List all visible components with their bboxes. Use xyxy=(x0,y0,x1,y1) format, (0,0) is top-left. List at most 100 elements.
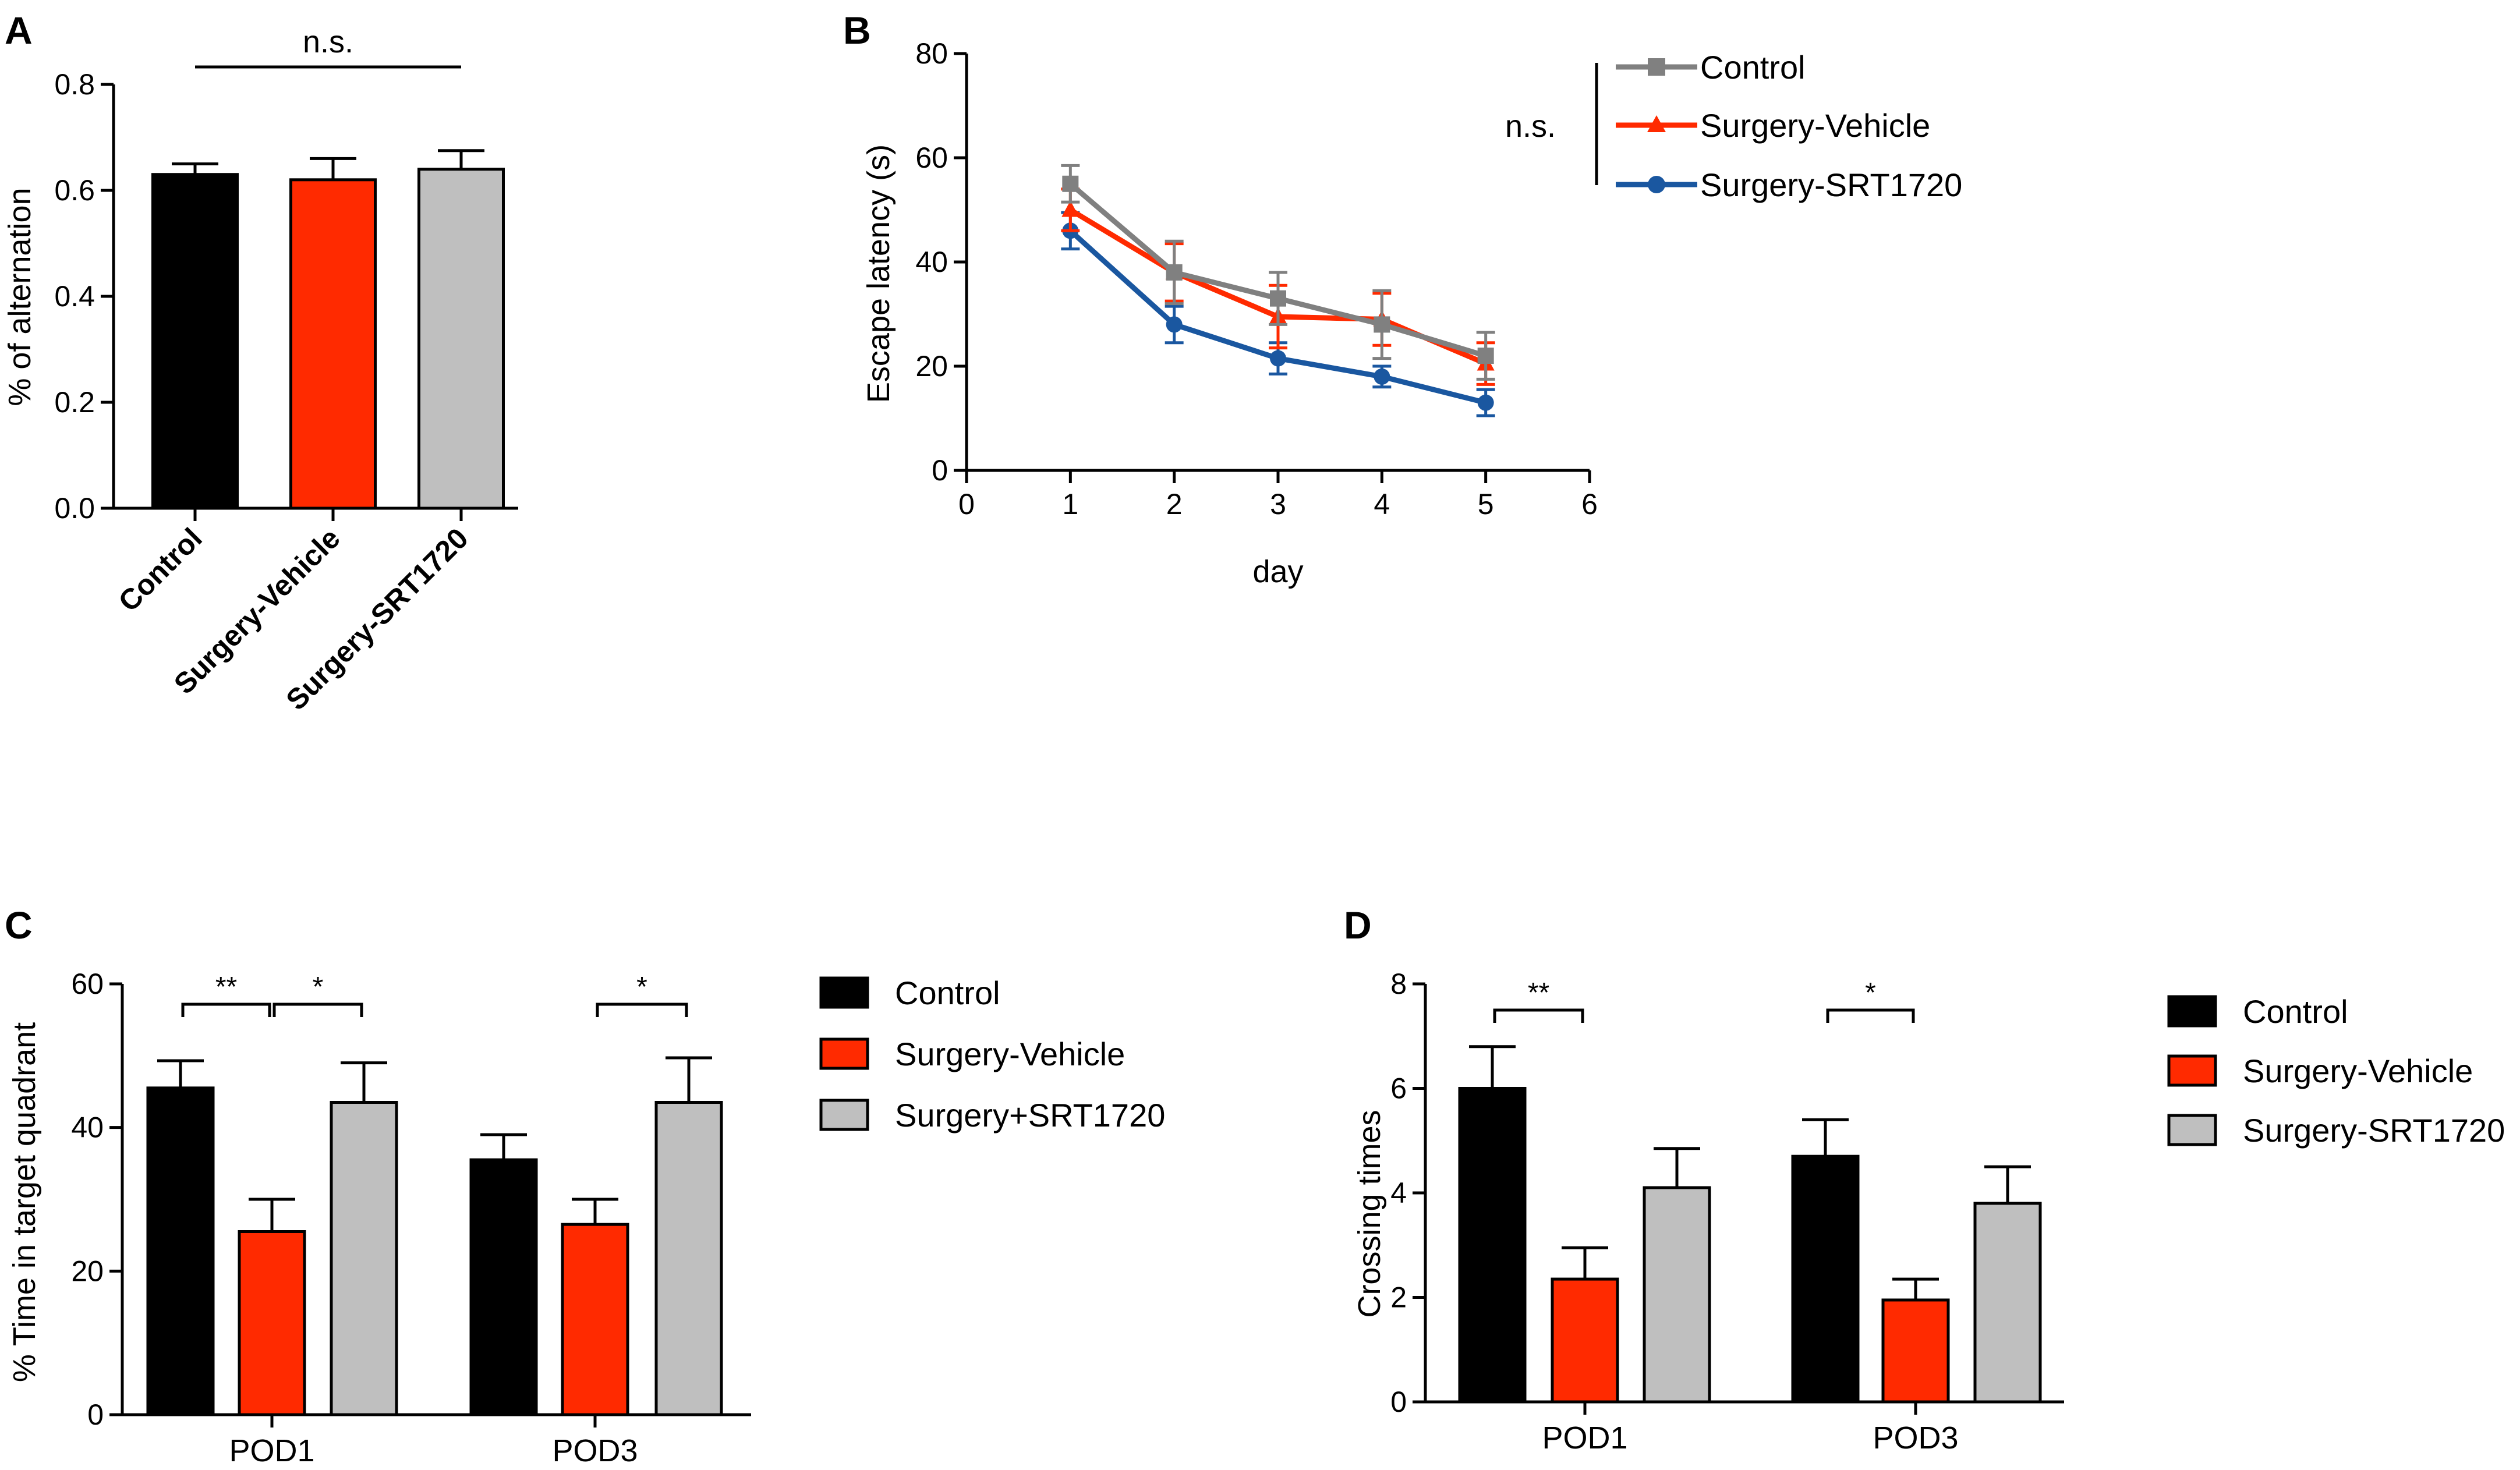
panel-letter-d: D xyxy=(1344,904,1372,947)
panel-b-x-tick-label: 6 xyxy=(1581,488,1598,520)
panel-c-significance-label: ** xyxy=(215,972,237,1003)
panel-d-significance-bracket xyxy=(1493,1008,1584,1023)
panel-a-ns-label: n.s. xyxy=(303,24,353,59)
panel-b-legend-marker xyxy=(1648,176,1665,193)
panel-d-bar xyxy=(1458,1087,1527,1404)
panel-c-category-label: POD3 xyxy=(552,1433,638,1468)
panel-c-significance-bracket xyxy=(596,1003,688,1017)
panel-d-legend-label: Surgery-SRT1720 xyxy=(2243,1112,2505,1149)
panel-a-bar xyxy=(151,173,239,510)
panel-b-legend-label: Surgery-Vehicle xyxy=(1700,107,1930,144)
panel-d-bar xyxy=(1643,1186,1711,1404)
panel-d-bar xyxy=(1551,1277,1619,1404)
panel-b-legend-label: Control xyxy=(1700,49,1806,86)
panel-b-x-tick-label: 1 xyxy=(1062,488,1078,520)
panel-c-legend-label: Surgery-Vehicle xyxy=(895,1036,1125,1072)
panel-b-marker xyxy=(1477,394,1494,411)
panel-b-x-tick-label: 5 xyxy=(1478,488,1494,520)
panel-b-x-tick-label: 2 xyxy=(1166,488,1183,520)
panel-d-y-tick-label: 4 xyxy=(1390,1177,1407,1209)
panel-letter-c: C xyxy=(5,904,33,947)
panel-b-marker xyxy=(1270,290,1286,307)
panel-b-marker xyxy=(1166,316,1183,333)
panel-d-y-tick-label: 2 xyxy=(1390,1281,1407,1314)
panel-d-significance-label: ** xyxy=(1528,977,1549,1008)
panel-c-legend-swatch xyxy=(819,1037,869,1070)
panel-d-bar xyxy=(1791,1154,1860,1404)
panel-c-legend-label: Surgery+SRT1720 xyxy=(895,1097,1165,1134)
panel-d-significance-label: * xyxy=(1865,977,1876,1008)
panel-d-legend-swatch xyxy=(2167,1114,2217,1146)
panel-a-category-label: Control xyxy=(112,522,208,618)
panel-a-chart: % of alternation 0.00.20.40.60.8ControlS… xyxy=(2,24,518,717)
panel-d-bar xyxy=(1973,1202,2042,1404)
panel-b-x-tick-label: 0 xyxy=(958,488,975,520)
panel-c-significance-bracket xyxy=(272,1003,363,1017)
panel-d-ylabel: Crossing times xyxy=(1352,1110,1387,1317)
panel-b-x-tick-label: 4 xyxy=(1374,488,1390,520)
panel-b-legend-marker xyxy=(1647,115,1666,132)
panel-b-ns-label: n.s. xyxy=(1505,109,1556,144)
panel-c-legend-swatch xyxy=(819,976,869,1009)
panel-c-ylabel: % Time in target quadrant xyxy=(7,1022,42,1382)
panel-a-bar xyxy=(289,178,377,510)
panel-b-marker xyxy=(1166,264,1183,281)
panel-b-marker xyxy=(1062,175,1079,192)
panel-b-marker xyxy=(1374,368,1390,385)
panel-d-legend-swatch xyxy=(2167,995,2217,1028)
panel-a-y-tick-label: 0.0 xyxy=(54,492,95,525)
panel-b-y-tick-label: 80 xyxy=(915,37,948,70)
panel-b-chart: Escape latency (s) day n.s. 0 20 40 60 80 0 1 2… xyxy=(861,37,1962,589)
panel-d-y-tick-label: 6 xyxy=(1390,1072,1407,1105)
panel-c-chart: % Time in target quadrant 0 20 40 60 POD1 POD… xyxy=(7,968,1165,1468)
panel-b-ylabel: Escape latency (s) xyxy=(861,144,896,403)
panel-a-bar xyxy=(417,168,505,510)
panel-c-y-tick-label: 60 xyxy=(71,968,104,1000)
panel-d-category-label: POD3 xyxy=(1873,1421,1958,1455)
panel-c-legend-label: Control xyxy=(895,975,1000,1011)
panel-letter-b: B xyxy=(843,9,871,52)
panel-b-legend-marker xyxy=(1648,58,1665,76)
panel-c-significance-bracket xyxy=(181,1003,271,1017)
panel-b-y-tick-label: 0 xyxy=(932,454,948,487)
panel-c-bar xyxy=(561,1223,629,1416)
panel-a-y-tick-label: 0.6 xyxy=(54,174,95,207)
panel-b-y-tick-label: 20 xyxy=(915,350,948,382)
panel-c-bar xyxy=(238,1230,306,1416)
panel-c-category-label: POD1 xyxy=(229,1433,314,1468)
panel-c-bar xyxy=(146,1086,215,1416)
panel-a-y-tick-label: 0.2 xyxy=(54,386,95,419)
panel-d-bar xyxy=(1881,1298,1950,1404)
panel-d-category-label: POD1 xyxy=(1542,1421,1627,1455)
panel-c-y-tick-label: 0 xyxy=(87,1398,104,1431)
panel-d-legend-label: Surgery-Vehicle xyxy=(2243,1053,2473,1089)
panel-c-bar xyxy=(654,1101,723,1416)
panel-a-ylabel: % of alternation xyxy=(2,187,37,406)
panel-b-y-tick-label: 40 xyxy=(915,246,948,278)
panel-b-x-tick-label: 3 xyxy=(1270,488,1286,520)
panel-c-legend-swatch xyxy=(819,1099,869,1131)
panel-b-y-tick-label: 60 xyxy=(915,141,948,174)
panel-b-marker xyxy=(1374,316,1390,333)
panel-d-significance-bracket xyxy=(1826,1008,1915,1023)
panel-b-marker xyxy=(1477,348,1494,364)
panel-d-legend-label: Control xyxy=(2243,993,2348,1030)
panel-c-significance-label: * xyxy=(636,972,647,1003)
panel-a-y-tick-label: 0.4 xyxy=(54,280,95,313)
panel-letter-a: A xyxy=(5,9,33,52)
panel-d-legend-swatch xyxy=(2167,1054,2217,1087)
panel-c-bar xyxy=(330,1101,398,1416)
panel-c-bar xyxy=(469,1158,538,1416)
panel-d-y-tick-label: 0 xyxy=(1390,1386,1407,1418)
panel-a-y-tick-label: 0.8 xyxy=(54,68,95,101)
panel-b-xlabel: day xyxy=(1252,554,1303,589)
panel-b-marker xyxy=(1061,200,1080,217)
panel-b-legend-label: Surgery-SRT1720 xyxy=(1700,167,1962,203)
panel-b-marker xyxy=(1270,350,1286,367)
panel-c-significance-label: * xyxy=(313,972,324,1003)
panel-c-y-tick-label: 40 xyxy=(71,1111,104,1144)
panel-d-y-tick-label: 8 xyxy=(1390,968,1407,1000)
panel-c-y-tick-label: 20 xyxy=(71,1255,104,1287)
